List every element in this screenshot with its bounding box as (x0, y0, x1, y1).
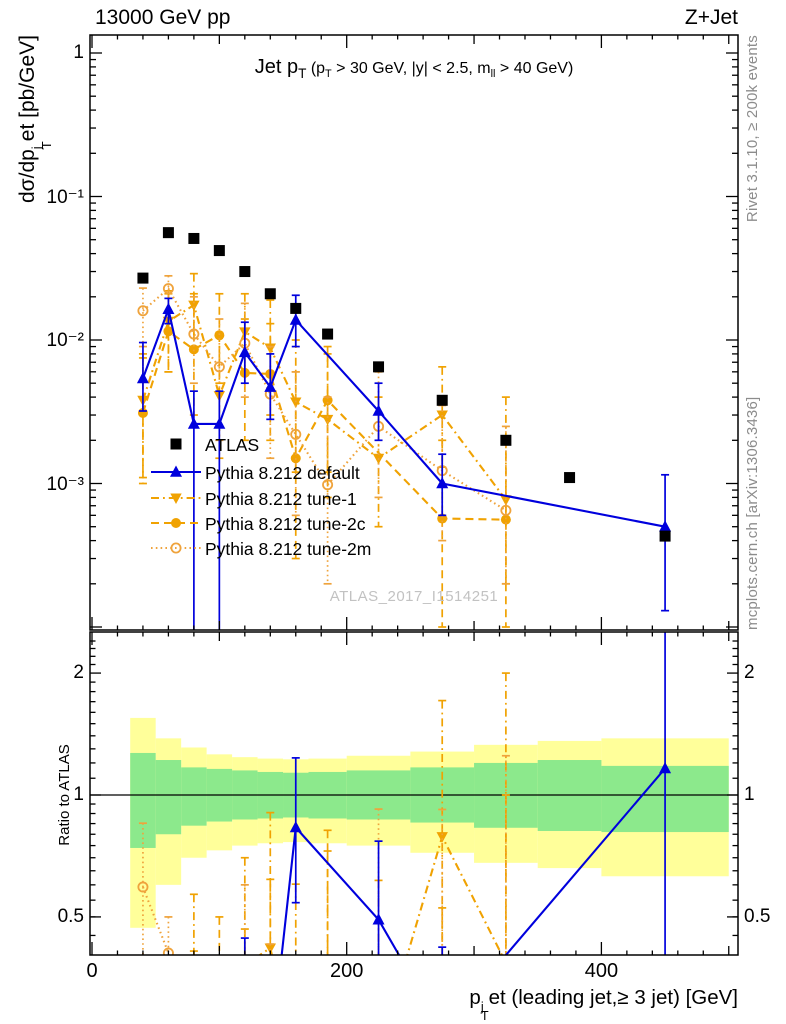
data-point-marker (659, 520, 672, 532)
beam-energy-title: 13000 GeV pp (95, 6, 231, 29)
data-point-marker (137, 305, 149, 317)
data-point-marker (289, 820, 302, 833)
data-point-marker (372, 913, 385, 925)
rivet-version-note: Rivet 3.1.10, ≥ 200k events (744, 35, 761, 223)
data-point-marker (436, 832, 448, 843)
data-point-marker (500, 434, 512, 446)
main-y-tick-label: 10⁻¹ (46, 186, 85, 208)
data-point-marker (213, 245, 225, 257)
ratio-y-tick-label-left: 1 (73, 784, 84, 805)
data-point-marker (188, 328, 200, 340)
data-point-marker (162, 283, 174, 295)
ratio-y-tick-label-right: 0.5 (744, 905, 771, 927)
legend-item-pythia-tune2c: Pythia 8.212 tune-2c (205, 514, 366, 534)
data-point-marker (162, 947, 174, 955)
data-point-marker (162, 302, 175, 314)
data-point-marker (213, 361, 225, 373)
legend-item-pythia-tune1: Pythia 8.212 tune-1 (205, 489, 357, 509)
main-y-tick-label: 10⁻² (46, 330, 85, 351)
legend-item-pythia-default: Pythia 8.212 default (205, 463, 360, 483)
data-point-marker (238, 345, 251, 358)
data-point-marker (500, 504, 512, 516)
legend-swatches (151, 438, 201, 554)
data-point-marker (265, 1016, 275, 1024)
data-point-marker (436, 394, 448, 406)
data-point-marker (239, 1017, 251, 1024)
data-point-marker (170, 542, 182, 554)
data-point-marker (264, 380, 277, 392)
data-point-marker (500, 958, 511, 969)
main-y-tick-label: 10⁻³ (46, 473, 85, 495)
ratio-y-tick-label-right: 2 (744, 662, 755, 684)
ratio-y-tick-label-left: 0.5 (57, 905, 84, 927)
data-point-marker (264, 288, 276, 300)
selection-cuts: (pT > 30 GeV, |y| < 2.5, mll > 40 GeV) (306, 60, 574, 80)
data-point-marker (659, 530, 671, 542)
process-title: Z+Jet (684, 6, 738, 29)
data-point-marker (171, 518, 181, 528)
axes-frames (89, 34, 739, 956)
legend-item-atlas: ATLAS (205, 435, 260, 455)
series-line (142, 286, 507, 512)
data-point-marker (162, 1005, 174, 1016)
data-point-marker (213, 417, 226, 429)
observable-name: Jet pT (254, 56, 307, 81)
green-band-segment (155, 760, 182, 835)
panel-frame (89, 34, 739, 631)
data-point-marker (321, 414, 334, 426)
x-tick-label: 0 (86, 960, 98, 982)
data-point-marker (436, 477, 449, 489)
data-point-marker (239, 266, 251, 278)
data-point-marker (188, 344, 199, 355)
main-y-tick-label: 1 (73, 42, 84, 63)
data-point-marker (659, 761, 672, 774)
x-tick-label: 400 (584, 960, 619, 982)
data-point-marker (289, 313, 302, 325)
data-point-marker (170, 465, 182, 477)
data-point-marker (170, 438, 182, 450)
data-point-marker (240, 993, 249, 1002)
data-point-marker (188, 979, 199, 990)
legend-item-pythia-tune2m: Pythia 8.212 tune-2m (205, 539, 372, 559)
x-tick-label: 200 (330, 960, 364, 982)
data-point-marker (372, 404, 385, 416)
series-line (141, 305, 666, 528)
ratio-panel-series (137, 632, 672, 1024)
data-point-marker (500, 495, 512, 506)
mcplots-reference-note: mcplots.cern.ch [arXiv:1306.3436] (744, 396, 761, 630)
ratio-y-tick-label-right: 1 (744, 784, 755, 805)
data-point-marker (162, 227, 174, 239)
data-point-marker (322, 479, 334, 491)
data-point-marker (136, 371, 149, 384)
analysis-id-watermark: ATLAS_2017_I1514251 (329, 588, 499, 605)
data-point-marker (564, 472, 576, 484)
data-point-marker (239, 961, 250, 972)
green-band-segment (130, 752, 156, 848)
data-point-marker (322, 328, 334, 340)
data-point-marker (214, 330, 225, 341)
data-point-marker (373, 361, 385, 373)
ratio-uncertainty-bands (90, 717, 738, 928)
plot-title: Jet pT (pT > 30 GeV, |y| < 2.5, mll > 40… (90, 56, 738, 81)
data-point-marker (188, 232, 200, 244)
data-point-marker (137, 272, 149, 284)
data-point-marker (290, 453, 301, 464)
data-point-marker (290, 428, 302, 440)
data-point-marker (137, 881, 149, 893)
data-point-marker (187, 417, 200, 429)
data-point-marker (290, 302, 302, 314)
main-panel-series (136, 227, 672, 630)
data-point-marker (163, 326, 174, 337)
data-point-marker (170, 493, 182, 504)
panel-frame (89, 631, 739, 956)
green-band-segment (181, 767, 207, 826)
data-point-marker (188, 300, 200, 312)
ratio-y-tick-label-left: 2 (73, 662, 84, 684)
data-point-marker (500, 514, 511, 525)
